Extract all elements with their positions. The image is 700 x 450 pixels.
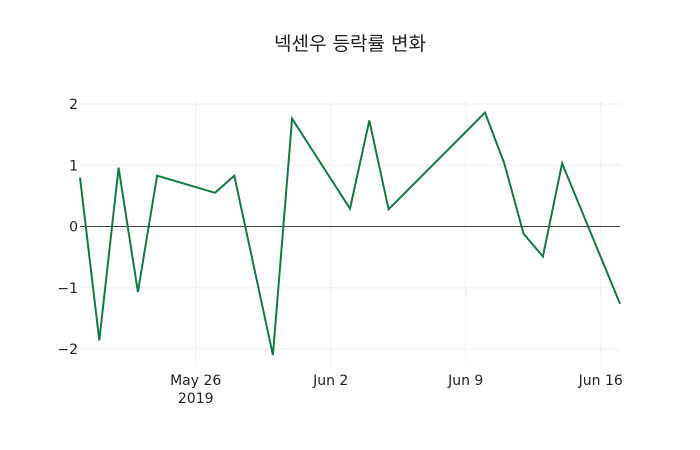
y-tick-label: 2: [69, 97, 78, 113]
x-tick-label: Jun 2: [312, 373, 348, 389]
y-tick-label: −2: [57, 342, 78, 358]
series-line: [79, 110, 621, 356]
y-axis-ticks: 2 1 0 −1 −2: [57, 97, 78, 358]
x-tick-label: May 26: [170, 373, 221, 389]
x-tick-label: Jun 9: [447, 373, 483, 389]
x-tick-label: Jun 16: [578, 373, 623, 389]
x-tick-year-label: 2019: [178, 391, 214, 407]
x-axis-ticks: May 26 2019 Jun 2 Jun 9 Jun 16: [170, 373, 623, 407]
gridlines: [80, 100, 620, 366]
y-tick-label: 0: [69, 220, 78, 236]
y-tick-label: 1: [69, 158, 78, 174]
y-tick-label: −1: [57, 281, 78, 297]
chart-title: 넥센우 등락률 변화: [274, 33, 426, 55]
